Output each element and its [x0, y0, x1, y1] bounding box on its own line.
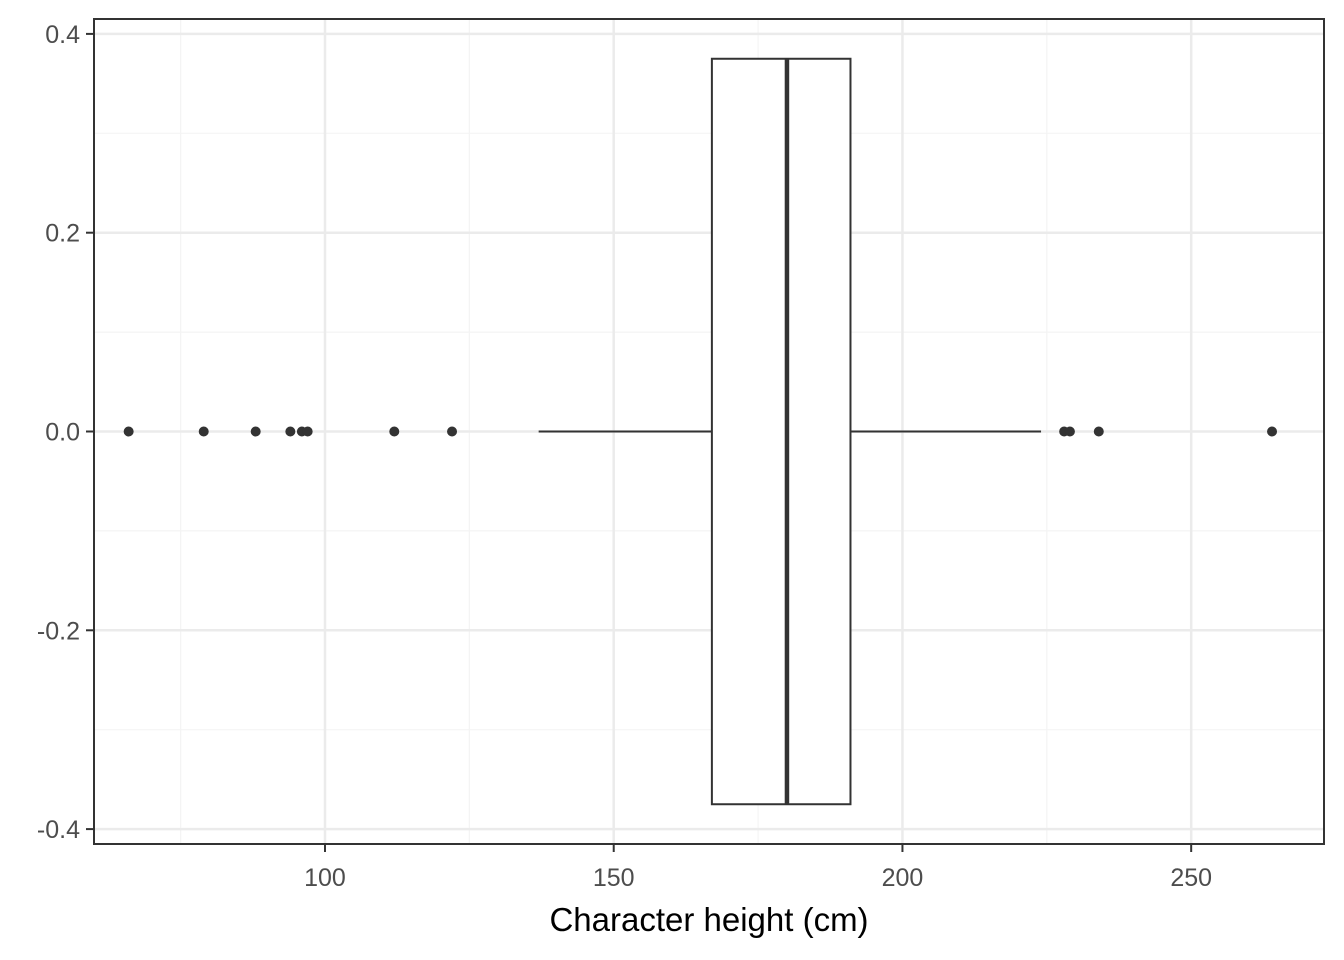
- x-tick-label: 200: [882, 864, 924, 892]
- y-tick-label: 0.2: [45, 220, 80, 248]
- y-tick-label: 0.0: [45, 419, 80, 447]
- x-tick-label: 150: [593, 864, 635, 892]
- x-tick-label: 100: [304, 864, 346, 892]
- x-tick-label: 250: [1170, 864, 1212, 892]
- box-layer: [538, 57, 1042, 806]
- outlier-points: [123, 426, 1278, 437]
- y-tick-label: -0.4: [37, 816, 80, 844]
- axes-layer: 100 150 200 250 -0.4 -0.2 0.0 0.2 0.4: [37, 21, 1212, 892]
- outlier-point: [285, 426, 296, 437]
- outlier-point: [1267, 426, 1278, 437]
- outlier-point: [123, 426, 134, 437]
- iqr-box: [710, 57, 852, 806]
- outlier-point: [302, 426, 313, 437]
- outlier-point: [198, 426, 209, 437]
- y-tick-label: -0.2: [37, 617, 80, 645]
- outlier-point: [1064, 426, 1075, 437]
- outlier-point: [389, 426, 400, 437]
- outlier-point: [250, 426, 261, 437]
- grid-layer: [94, 19, 1324, 844]
- outlier-point: [1093, 426, 1104, 437]
- outlier-point: [447, 426, 458, 437]
- x-axis-title: Character height (cm): [549, 901, 868, 938]
- y-tick-label: 0.4: [45, 21, 80, 49]
